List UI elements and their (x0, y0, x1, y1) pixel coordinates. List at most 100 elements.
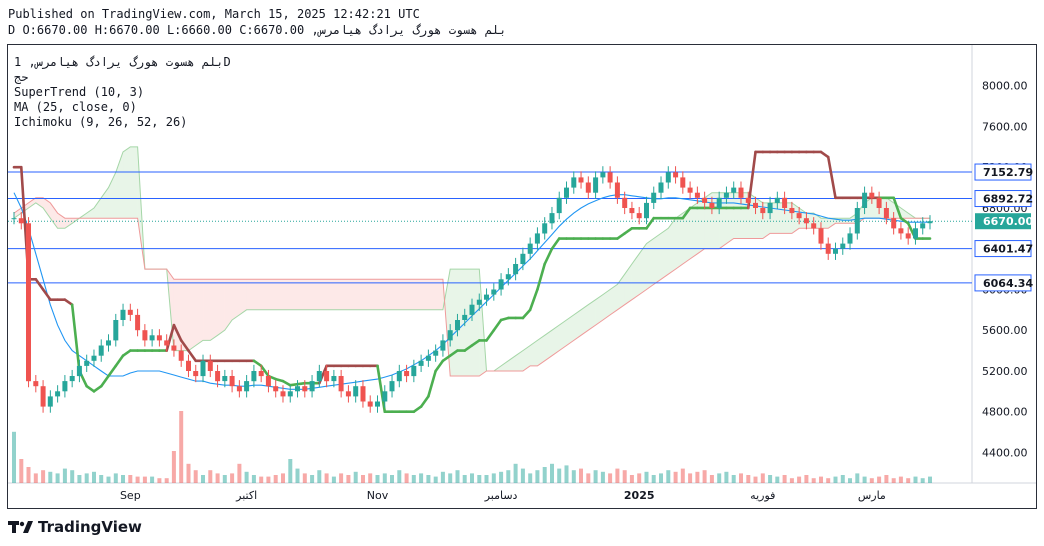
cloud-segment (86, 207, 94, 219)
cloud-segment (508, 355, 516, 371)
candle-body (716, 197, 722, 208)
candle-body (462, 314, 468, 320)
supertrend-segment (681, 206, 692, 220)
candle-body (113, 320, 119, 341)
candle-body (389, 381, 395, 392)
candle-body (505, 274, 511, 280)
candle-body (229, 376, 235, 387)
candle (142, 324, 148, 347)
candle (578, 171, 584, 189)
candle (273, 380, 279, 398)
volume-bar (375, 475, 380, 483)
candle (811, 217, 817, 235)
candle (593, 171, 599, 199)
candle (607, 166, 613, 189)
candle (694, 186, 700, 204)
candle (62, 375, 68, 398)
cloud-segment (181, 279, 189, 351)
volume-bar (324, 473, 329, 483)
candle-body (774, 197, 780, 203)
supertrend-segment (121, 349, 132, 357)
candle-body (789, 208, 795, 214)
tradingview-logo[interactable]: TradingView (8, 518, 142, 536)
candle-body (26, 223, 31, 382)
candle-body (796, 213, 802, 219)
candle-body (898, 228, 904, 234)
volume-bar (797, 476, 802, 483)
cloud-segment (377, 279, 385, 310)
candle (542, 217, 548, 240)
supertrend-segment (463, 344, 474, 352)
candle-body (171, 345, 177, 351)
cloud-segment (370, 279, 378, 310)
supertrend-segment (179, 339, 190, 352)
candle (484, 288, 489, 306)
supertrend-segment (492, 318, 503, 332)
candle (665, 166, 671, 189)
candle (171, 339, 177, 357)
candle (186, 354, 191, 378)
tradingview-logo-icon (8, 521, 33, 533)
candle-body (149, 335, 155, 341)
volume-bar (171, 451, 176, 483)
supertrend-segment (187, 349, 198, 363)
legend-ichimoku[interactable]: Ichimoku (9, 26, 52, 26) (14, 115, 188, 129)
candle-body (622, 197, 628, 208)
candle (644, 196, 649, 225)
volume-bar (164, 478, 169, 483)
candle (258, 364, 264, 383)
candle-body (404, 371, 410, 377)
legend-supertrend[interactable]: SuperTrend (10, 3) (14, 85, 145, 99)
candle (723, 186, 729, 204)
candle-body (353, 386, 359, 397)
volume-bar (346, 475, 351, 483)
candle-body (324, 371, 330, 382)
candle (614, 176, 620, 204)
candle-body (302, 386, 308, 392)
time-tick-label: فوریه (750, 489, 775, 502)
volume-bar (448, 473, 453, 483)
candle (200, 354, 206, 383)
cloud-segment (326, 279, 334, 310)
candle-body (665, 172, 671, 183)
candle (156, 329, 162, 347)
supertrend-segment (441, 354, 452, 363)
candle-body (840, 243, 846, 249)
candle-body (891, 218, 897, 229)
candle (309, 375, 315, 398)
time-tick-label: Sep (120, 489, 141, 502)
legend-ma[interactable]: MA (25, close, 0) (14, 100, 137, 114)
volume-bar (77, 475, 82, 483)
candle (40, 380, 46, 413)
candle (534, 227, 540, 250)
volume-bar (84, 473, 89, 483)
volume-bar (571, 470, 576, 483)
candle (622, 191, 628, 215)
candle (636, 206, 642, 225)
cloud-segment (64, 218, 73, 229)
volume-bar (193, 470, 198, 483)
volume-bar (717, 473, 722, 483)
candle-body (498, 279, 504, 290)
volume-bar (877, 476, 882, 483)
candle-body (164, 340, 170, 346)
supertrend-line (12, 150, 932, 413)
volume-bar (419, 473, 424, 483)
candle (135, 308, 141, 337)
cloud-segment (50, 202, 58, 229)
candle-body (905, 233, 911, 239)
candle-body (127, 309, 133, 315)
current-price-label: 6670.00 (975, 213, 1033, 230)
price-tick-label: 4800.00 (982, 406, 1028, 419)
supertrend-segment (645, 216, 656, 230)
candle-body (345, 391, 351, 397)
candle (331, 369, 337, 388)
volume-bar (513, 463, 518, 483)
candle (411, 359, 417, 383)
supertrend-segment (434, 359, 445, 373)
candle (585, 176, 591, 199)
cloud-segment (224, 279, 233, 331)
cloud-segment (530, 340, 538, 366)
volume-bar (411, 475, 416, 483)
